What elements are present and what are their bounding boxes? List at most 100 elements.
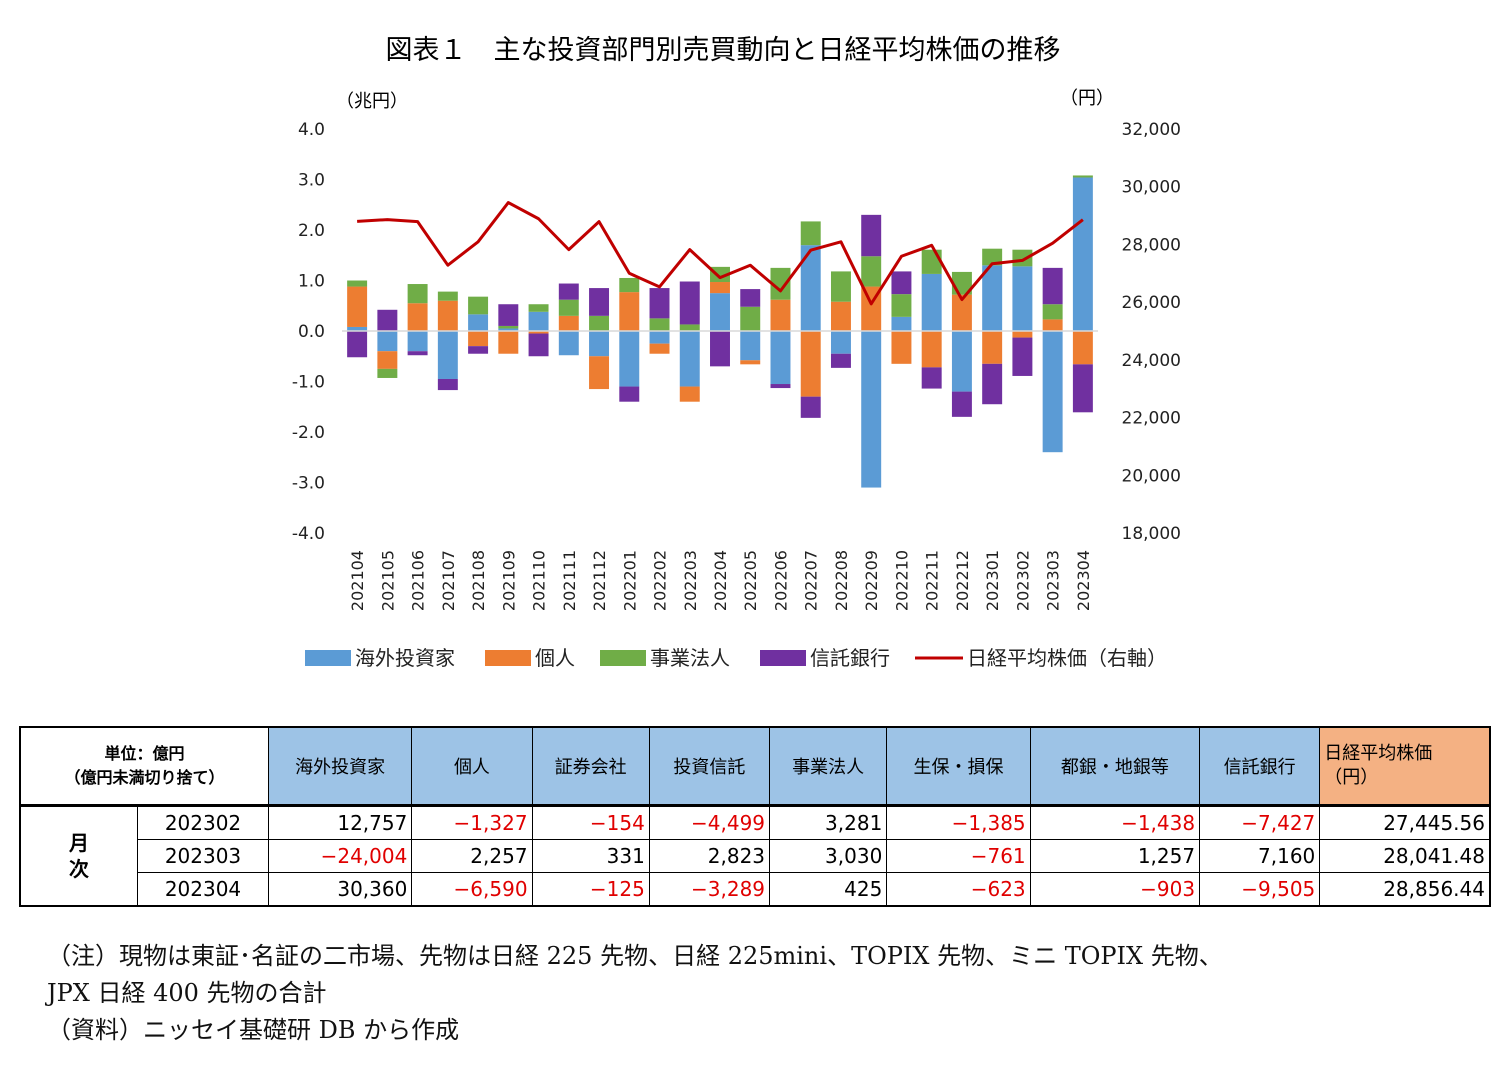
nikkei-header: 日経平均株価 （円） xyxy=(1319,726,1491,806)
bar-segment xyxy=(649,288,670,319)
bar-segment xyxy=(347,326,368,331)
bar-segment xyxy=(347,286,368,327)
bar-segment xyxy=(740,289,761,307)
x-tick-label: 202204 xyxy=(711,550,730,611)
bar-segment xyxy=(951,294,972,331)
bar-segment xyxy=(437,291,458,301)
left-tick-label: 1.0 xyxy=(298,272,325,292)
legend-swatch xyxy=(600,650,646,666)
x-tick-label: 202209 xyxy=(862,550,881,611)
note-line: JPX 日経 400 先物の合計 xyxy=(47,979,327,1007)
bar-segment xyxy=(528,331,549,334)
bar-segment xyxy=(589,288,610,316)
bar-segment xyxy=(679,281,700,325)
x-tick-label: 202205 xyxy=(741,550,760,611)
bar-segment xyxy=(921,331,942,368)
left-tick-label: 0.0 xyxy=(298,322,325,342)
legend-label: 信託銀行 xyxy=(810,646,890,670)
x-tick-label: 202106 xyxy=(409,550,428,611)
x-tick-label: 202109 xyxy=(499,550,518,611)
bar-segment xyxy=(1072,177,1093,331)
x-axis: 202104 202105 202106 202107 202108 202109 2021… xyxy=(348,550,1093,611)
bar-segment xyxy=(407,331,428,352)
bar-segment xyxy=(407,303,428,331)
value-cell: −623 xyxy=(886,872,1031,907)
value-cell: 3,281 xyxy=(769,805,888,840)
nikkei-cell: 28,041.48 xyxy=(1319,839,1491,873)
bar-segment xyxy=(1042,319,1063,331)
bar-segment xyxy=(830,353,851,368)
bar-segment xyxy=(437,378,458,391)
bar-segment xyxy=(558,331,579,356)
left-tick-label: 4.0 xyxy=(298,120,325,140)
left-tick-label: -3.0 xyxy=(292,474,325,494)
x-tick-label: 202111 xyxy=(560,550,579,611)
bar-segment xyxy=(982,363,1003,405)
bar-segment xyxy=(982,248,1003,266)
bar-segment xyxy=(498,325,519,329)
bar-segment xyxy=(830,271,851,302)
legend-label: 個人 xyxy=(535,646,575,670)
bar-segment xyxy=(861,256,882,287)
nikkei-header-line2: （円） xyxy=(1324,767,1379,788)
x-tick-label: 202110 xyxy=(530,550,549,611)
x-tick-label: 202201 xyxy=(620,550,639,611)
value-cell: −3,289 xyxy=(648,872,771,907)
value-cell: −1,385 xyxy=(886,805,1031,840)
right-tick-label: 30,000 xyxy=(1122,178,1181,198)
value-cell: −1,327 xyxy=(411,805,533,840)
col-header: 証券会社 xyxy=(531,726,650,806)
bar-segment xyxy=(710,266,730,283)
bar-segment xyxy=(1042,331,1063,453)
x-tick-label: 202112 xyxy=(590,550,609,611)
value-cell: −4,499 xyxy=(648,805,771,840)
x-tick-label: 202301 xyxy=(983,550,1002,611)
bar-segment xyxy=(1012,337,1033,376)
bar-segment xyxy=(589,356,610,390)
bar-segment xyxy=(1012,266,1033,331)
left-tick-label: -4.0 xyxy=(292,524,325,544)
bar-segment xyxy=(468,314,489,331)
x-tick-label: 202208 xyxy=(832,550,851,611)
x-tick-label: 202304 xyxy=(1074,550,1093,611)
right-tick-label: 32,000 xyxy=(1122,120,1181,140)
value-cell: 2,257 xyxy=(411,839,533,873)
table-row: 202303 −24,004 2,257 331 2,823 3,030 −761 1,257… xyxy=(20,839,1491,873)
left-tick-label: 2.0 xyxy=(298,221,325,241)
unit-header-line2: （億円未満切り捨て） xyxy=(64,768,225,787)
x-tick-label: 202303 xyxy=(1044,550,1063,611)
chart: 図表１ 主な投資部門別売買動向と日経平均株価の推移 （兆円） （円） 4.0 3.… xyxy=(292,35,1181,670)
bar-segment xyxy=(649,343,670,354)
bar-segment xyxy=(589,331,610,357)
value-cell: 7,160 xyxy=(1199,839,1321,873)
right-tick-label: 26,000 xyxy=(1122,293,1181,313)
bar-segment xyxy=(407,284,428,304)
bar-segment xyxy=(740,360,761,365)
bar-segment xyxy=(891,294,912,317)
bar-segment xyxy=(619,386,640,402)
bar-segment xyxy=(951,331,972,392)
right-axis: 32,000 30,000 28,000 26,000 24,000 22,000 20,0… xyxy=(1122,120,1181,544)
x-tick-label: 202212 xyxy=(953,550,972,611)
bar-segment xyxy=(649,331,670,344)
x-tick-label: 202105 xyxy=(378,550,397,611)
bar-segment xyxy=(800,221,821,246)
legend: 海外投資家 個人 事業法人 信託銀行 日経平均株価（右軸） xyxy=(305,646,1167,670)
bar-segment xyxy=(770,331,791,385)
bar-segment xyxy=(498,304,519,326)
value-cell: 12,757 xyxy=(267,805,413,840)
bar-segment xyxy=(558,315,579,331)
bar-segment xyxy=(1012,331,1033,338)
bar-segment xyxy=(1072,364,1093,413)
col-header: 都銀・地銀等 xyxy=(1029,726,1201,806)
col-header: 個人 xyxy=(411,726,533,806)
bar-segment xyxy=(558,299,579,316)
chart-title: 図表１ 主な投資部門別売買動向と日経平均株価の推移 xyxy=(386,35,1061,66)
value-cell: 331 xyxy=(531,839,650,873)
bar-segment xyxy=(830,301,851,331)
value-cell: −6,590 xyxy=(411,872,533,907)
bar-segment xyxy=(619,331,640,387)
bar-segment xyxy=(891,331,912,364)
bar-segment xyxy=(770,384,791,389)
x-tick-label: 202104 xyxy=(348,550,367,611)
